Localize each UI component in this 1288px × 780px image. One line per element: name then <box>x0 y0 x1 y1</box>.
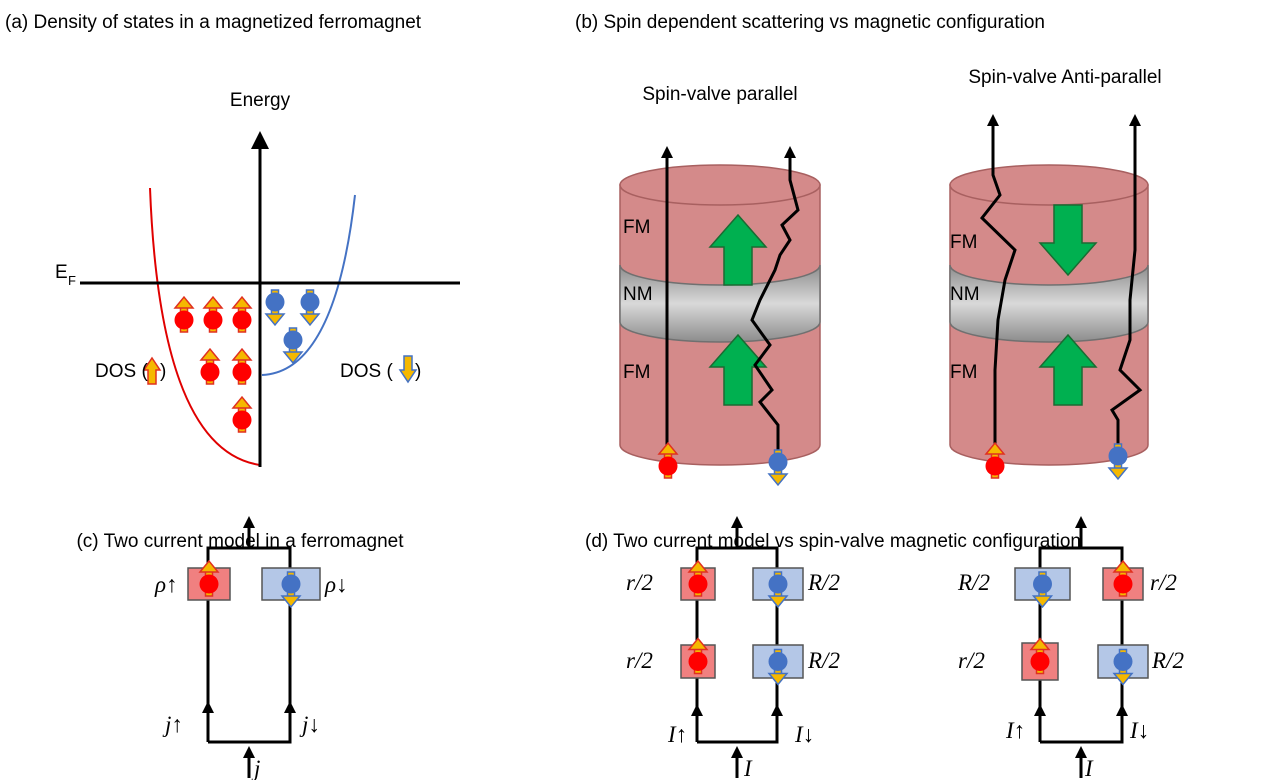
dos-label: DOS ( <box>95 361 148 382</box>
spin-arrow <box>1109 468 1127 479</box>
electron <box>175 311 194 330</box>
electron <box>1033 575 1052 594</box>
electron <box>986 457 1005 476</box>
layer-label: FM <box>623 217 650 238</box>
axis-label: Energy <box>230 90 291 111</box>
spin-arrow <box>201 349 219 360</box>
dos-label: ) <box>415 361 421 382</box>
math-label: j↑ <box>162 712 183 737</box>
layer-label: NM <box>623 284 653 305</box>
math-label: r/2 <box>626 570 653 595</box>
spin-arrow <box>301 314 319 325</box>
layer-label: FM <box>623 362 650 383</box>
spin-arrow <box>175 297 193 308</box>
spin-arrow <box>1034 596 1052 607</box>
electron <box>204 311 223 330</box>
fermi-label: E <box>55 262 68 283</box>
spin-arrow <box>233 297 251 308</box>
math-label: j <box>251 756 260 780</box>
dos-label: DOS ( <box>340 361 393 382</box>
math-label: ρ↑ <box>154 572 178 597</box>
math-label: I↑ <box>667 722 687 747</box>
electron <box>233 411 252 430</box>
math-label: ρ↓ <box>324 572 348 597</box>
dos-curve <box>262 195 355 375</box>
figure: (a) Density of states in a magnetized fe… <box>0 0 1288 780</box>
panel-title: (c) Two current model in a ferromagnet <box>76 531 404 552</box>
layer-label: NM <box>950 284 980 305</box>
electron <box>689 652 708 671</box>
spin-arrow <box>284 352 302 363</box>
math-label: I <box>1084 756 1094 780</box>
electron <box>769 453 788 472</box>
spin-arrow <box>266 314 284 325</box>
cylinder-top <box>950 165 1148 205</box>
layer-label: FM <box>950 362 977 383</box>
math-label: r/2 <box>1150 570 1177 595</box>
fermi-sub: F <box>68 273 76 288</box>
electron <box>1109 447 1128 466</box>
electron <box>689 575 708 594</box>
electron <box>233 363 252 382</box>
electron <box>1114 575 1133 594</box>
math-label: R/2 <box>957 570 990 595</box>
electron <box>659 457 678 476</box>
subtitle: Spin-valve Anti-parallel <box>968 67 1161 88</box>
spin-arrow <box>1114 561 1132 572</box>
spin-arrow <box>769 596 787 607</box>
math-label: I <box>743 756 753 780</box>
electron <box>769 652 788 671</box>
electron <box>233 311 252 330</box>
dos-label: ) <box>160 361 166 382</box>
spin-arrow <box>200 561 218 572</box>
math-label: r/2 <box>626 648 653 673</box>
layer-label: FM <box>950 232 977 253</box>
electron <box>769 575 788 594</box>
math-label: I↑ <box>1005 718 1025 743</box>
electron <box>266 293 285 312</box>
shapes <box>80 120 1148 778</box>
electron <box>301 293 320 312</box>
spin-arrow <box>689 561 707 572</box>
spin-arrow <box>769 474 787 485</box>
math-label: R/2 <box>807 570 840 595</box>
spin-arrow <box>233 397 251 408</box>
spin-icon <box>400 356 416 382</box>
panel-title: (a) Density of states in a magnetized fe… <box>5 12 422 33</box>
spin-arrow <box>689 639 707 650</box>
spin-arrow <box>204 297 222 308</box>
panel-title: (b) Spin dependent scattering vs magneti… <box>575 12 1045 33</box>
electron <box>1031 652 1050 671</box>
math-label: R/2 <box>807 648 840 673</box>
electron <box>200 575 219 594</box>
math-label: j↓ <box>299 712 320 737</box>
spin-arrow <box>1114 674 1132 685</box>
electron <box>1114 652 1133 671</box>
math-label: I↓ <box>794 722 814 747</box>
math-label: R/2 <box>1151 648 1184 673</box>
panel-title: (d) Two current model vs spin-valve magn… <box>585 531 1081 552</box>
math-label: r/2 <box>958 648 985 673</box>
electron <box>282 575 301 594</box>
spin-arrow <box>282 596 300 607</box>
math-label: I↓ <box>1129 718 1149 743</box>
spin-arrow <box>769 674 787 685</box>
electron <box>284 331 303 350</box>
subtitle: Spin-valve parallel <box>642 84 797 105</box>
electron <box>201 363 220 382</box>
spin-arrow <box>233 349 251 360</box>
